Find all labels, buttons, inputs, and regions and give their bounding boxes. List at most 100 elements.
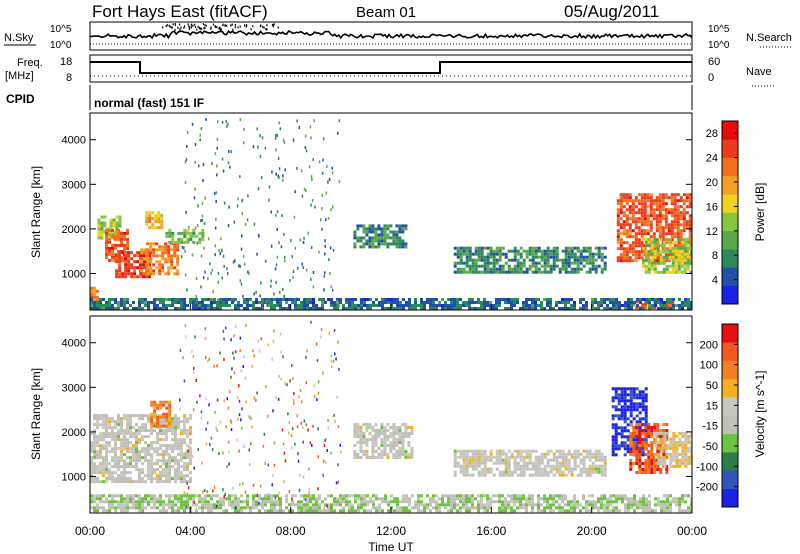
heatmap-cell (345, 497, 348, 501)
heatmap-cell (225, 298, 228, 301)
heatmap-cell (456, 270, 460, 274)
heatmap-cell (159, 497, 162, 501)
heatmap-cell (377, 239, 381, 243)
heatmap-speckle (216, 364, 218, 368)
heatmap-cell (157, 211, 161, 215)
heatmap-cell (676, 229, 680, 233)
heatmap-cell (480, 304, 483, 307)
heatmap-cell (582, 464, 586, 468)
heatmap-cell (117, 429, 120, 433)
heatmap-cell (186, 432, 189, 436)
heatmap-cell (516, 261, 520, 265)
heatmap-cell (543, 455, 547, 459)
heatmap-cell (666, 509, 669, 513)
heatmap-cell (450, 307, 453, 310)
heatmap-speckle (226, 465, 228, 469)
heatmap-cell (495, 270, 499, 274)
heatmap-cell (474, 464, 478, 468)
heatmap-cell (398, 453, 402, 456)
heatmap-cell (585, 467, 589, 471)
heatmap-cell (459, 500, 462, 504)
heatmap-cell (114, 450, 117, 454)
heatmap-cell (660, 431, 664, 435)
heatmap-cell (123, 414, 126, 418)
heatmap-speckle (194, 226, 197, 230)
heatmap-speckle (195, 294, 197, 298)
heatmap-cell (453, 270, 457, 274)
heatmap-cell (486, 267, 490, 271)
heatmap-cell (108, 450, 111, 454)
heatmap-cell (219, 298, 222, 301)
heatmap-cell (450, 497, 453, 501)
heatmap-cell (127, 263, 131, 267)
heatmap-speckle (329, 246, 332, 250)
heatmap-cell (371, 230, 375, 234)
heatmap-cell (165, 503, 168, 507)
heatmap-cell (570, 298, 573, 301)
sky-right-tick-bottom: 10^0 (708, 40, 730, 51)
heatmap-cell (120, 298, 123, 301)
heatmap-cell (159, 494, 162, 498)
freq-label: Freq. (17, 57, 43, 69)
heatmap-cell (623, 396, 627, 400)
heatmap-cell (139, 254, 143, 258)
heatmap-cell (641, 438, 645, 441)
heatmap-cell (663, 437, 667, 441)
heatmap-cell (237, 500, 240, 504)
heatmap-cell (662, 261, 666, 265)
heatmap-cell (213, 298, 216, 301)
heatmap-cell (543, 298, 546, 301)
heatmap-cell (522, 473, 526, 477)
heatmap-speckle (265, 385, 267, 389)
heatmap-cell (477, 461, 481, 465)
heatmap-cell (630, 304, 633, 307)
heatmap-cell (369, 500, 372, 504)
heatmap-cell (133, 272, 137, 276)
heatmap-cell (387, 500, 390, 504)
sky-noise-spike (169, 25, 171, 28)
heatmap-cell (686, 264, 690, 268)
heatmap-cell (471, 307, 474, 310)
heatmap-cell (465, 304, 468, 307)
heatmap-cell (628, 244, 632, 248)
heatmap-cell (195, 509, 198, 513)
heatmap-cell (123, 506, 126, 510)
heatmap-cell (555, 458, 559, 462)
heatmap-cell (111, 255, 114, 259)
heatmap-cell (114, 432, 117, 436)
heatmap-cell (628, 193, 632, 197)
heatmap-cell (628, 199, 632, 203)
heatmap-cell (687, 446, 691, 450)
heatmap-cell (543, 494, 546, 498)
heatmap-cell (671, 252, 675, 256)
heatmap-cell (171, 426, 174, 430)
heatmap-cell (558, 449, 562, 453)
heatmap-cell (288, 509, 291, 513)
heatmap-cell (152, 263, 156, 267)
heatmap-cell (522, 494, 525, 498)
heatmap-cell (180, 497, 183, 501)
heatmap-cell (132, 497, 135, 501)
heatmap-cell (129, 471, 132, 475)
heatmap-cell (677, 252, 681, 256)
heatmap-cell (483, 304, 486, 307)
heatmap-cell (471, 506, 474, 510)
heatmap-cell (353, 423, 357, 426)
heatmap-cell (678, 440, 682, 444)
heatmap-cell (683, 240, 687, 244)
heatmap-cell (126, 471, 129, 475)
heatmap-speckle (304, 134, 307, 138)
heatmap-cell (189, 459, 192, 463)
heatmap-cell (690, 307, 692, 310)
heatmap-cell (291, 494, 294, 498)
heatmap-cell (99, 453, 102, 457)
heatmap-cell (585, 500, 588, 504)
heatmap-cell (164, 257, 168, 261)
heatmap-cell (635, 435, 639, 438)
heatmap-cell (144, 456, 147, 460)
heatmap-cell (120, 465, 123, 469)
heatmap-cell (183, 228, 187, 232)
heatmap-cell (528, 449, 532, 453)
heatmap-cell (549, 301, 552, 304)
heatmap-cell (120, 450, 123, 454)
